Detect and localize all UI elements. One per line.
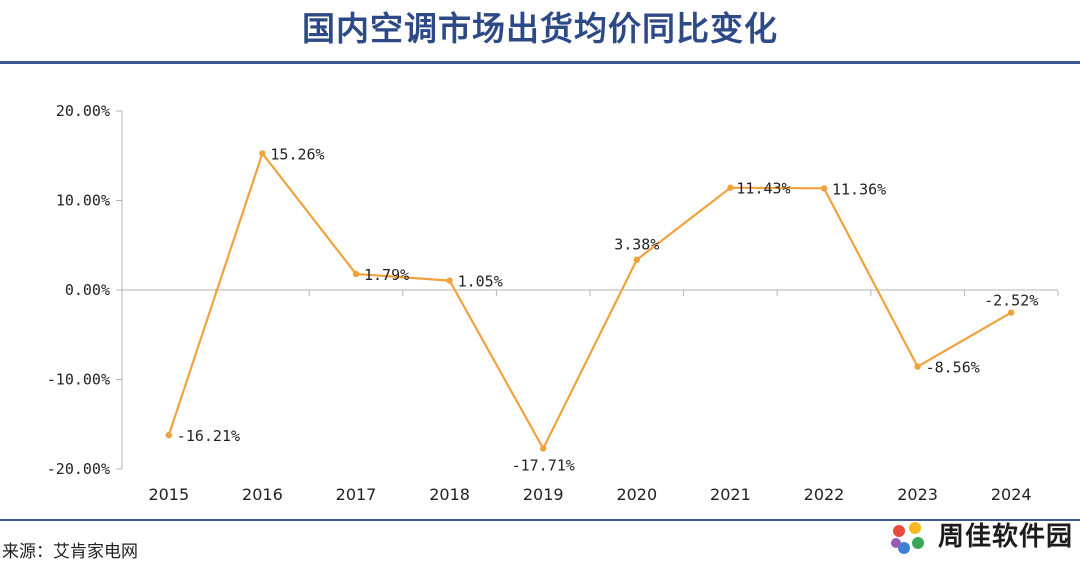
y-tick-label: 0.00% — [65, 281, 110, 299]
data-label: 11.36% — [832, 180, 886, 198]
x-tick-label: 2023 — [897, 485, 938, 504]
data-point — [820, 185, 828, 192]
top-divider — [0, 61, 1080, 64]
data-point — [352, 270, 360, 278]
x-tick-label: 2024 — [991, 485, 1032, 504]
data-label: 11.43% — [736, 180, 790, 198]
x-tick-label: 2015 — [148, 485, 189, 504]
x-tick-label: 2022 — [804, 485, 845, 504]
data-point — [914, 363, 921, 370]
x-tick-label: 2018 — [429, 485, 470, 504]
data-label: -8.56% — [926, 359, 980, 377]
data-label: 1.05% — [458, 273, 503, 291]
x-tick-label: 2020 — [616, 485, 657, 504]
data-label: -17.71% — [512, 457, 575, 475]
data-label: 15.26% — [270, 145, 324, 163]
x-tick-label: 2016 — [242, 485, 283, 504]
y-tick-label: 10.00% — [56, 192, 110, 210]
x-tick-label: 2019 — [523, 485, 564, 504]
data-label: -2.52% — [984, 292, 1038, 310]
data-label: -16.21% — [177, 427, 240, 445]
data-point — [727, 184, 734, 191]
bottom-divider — [0, 519, 1080, 521]
data-point — [633, 256, 640, 263]
x-tick-label: 2017 — [336, 485, 377, 504]
y-tick-label: 20.00% — [56, 102, 110, 120]
data-point — [446, 277, 453, 284]
series-line — [167, 152, 1012, 450]
watermark-text: 周佳软件园 — [938, 522, 1074, 552]
y-tick-label: -20.00% — [47, 460, 110, 478]
data-label: 3.38% — [614, 236, 659, 254]
watermark-logo-icon — [891, 522, 924, 554]
data-point — [540, 445, 547, 452]
chart-title: 国内空调市场出货均价同比变化 — [302, 9, 778, 48]
data-label: 1.79% — [364, 266, 409, 284]
line-chart: 20.00% 10.00% 0.00% -10.00% -20.00% 2015 2016 2… — [47, 102, 1059, 504]
x-tick-label: 2021 — [710, 485, 751, 504]
data-point — [1008, 309, 1015, 316]
data-point — [165, 431, 172, 439]
source-note: 来源：艾肯家电网 — [2, 542, 138, 562]
y-tick-label: -10.00% — [47, 371, 110, 389]
data-point — [259, 150, 266, 157]
